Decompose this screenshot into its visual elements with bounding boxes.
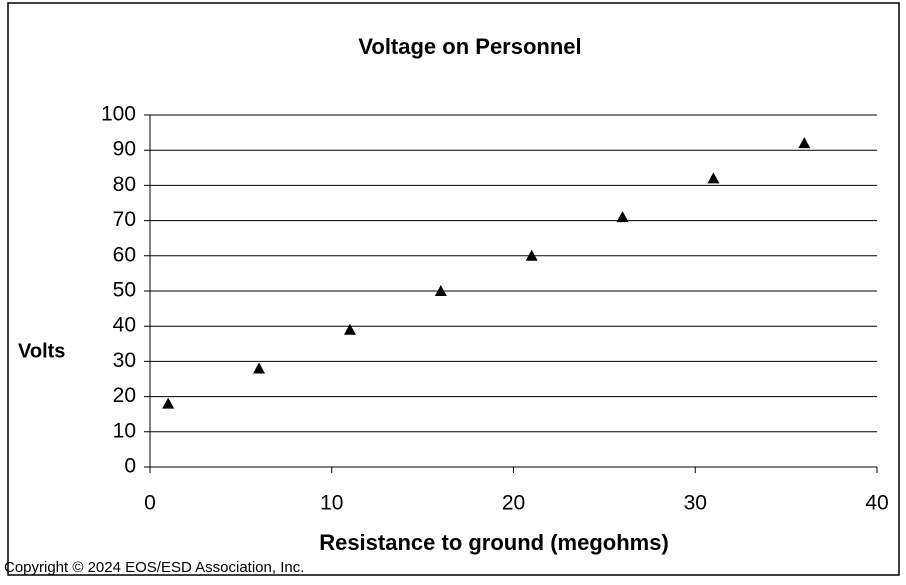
y-tick-label: 70 [113, 208, 136, 231]
y-tick-label: 10 [113, 419, 136, 442]
y-tick-label: 50 [113, 279, 136, 302]
y-tick-label: 0 [124, 455, 136, 478]
point [707, 172, 720, 184]
point [162, 397, 175, 409]
point [434, 285, 447, 296]
chart-title: Voltage on Personnel [358, 34, 581, 59]
y-tick-label: 40 [113, 314, 136, 337]
x-tick-label: 30 [684, 492, 707, 515]
point [253, 362, 266, 374]
y-axis-label: Volts [18, 340, 65, 362]
point [343, 323, 356, 335]
y-tick-label: 90 [113, 138, 136, 161]
point [525, 249, 538, 261]
y-tick-label: 30 [113, 349, 136, 372]
chart-border [7, 2, 900, 576]
x-tick-label: 40 [865, 492, 888, 515]
y-tick-label: 80 [113, 173, 136, 196]
point [616, 211, 629, 223]
y-tick-label: 20 [113, 384, 136, 407]
x-tick-label: 10 [320, 492, 343, 515]
x-axis-label: Resistance to ground (megohms) [319, 530, 669, 555]
x-tick-label: 20 [502, 492, 525, 515]
y-tick-label: 60 [113, 243, 136, 266]
y-tick-label: 100 [101, 103, 136, 126]
x-tick-label: 0 [144, 492, 156, 515]
point [798, 137, 811, 149]
copyright: Copyright © 2024 EOS/ESD Association, In… [4, 559, 304, 576]
